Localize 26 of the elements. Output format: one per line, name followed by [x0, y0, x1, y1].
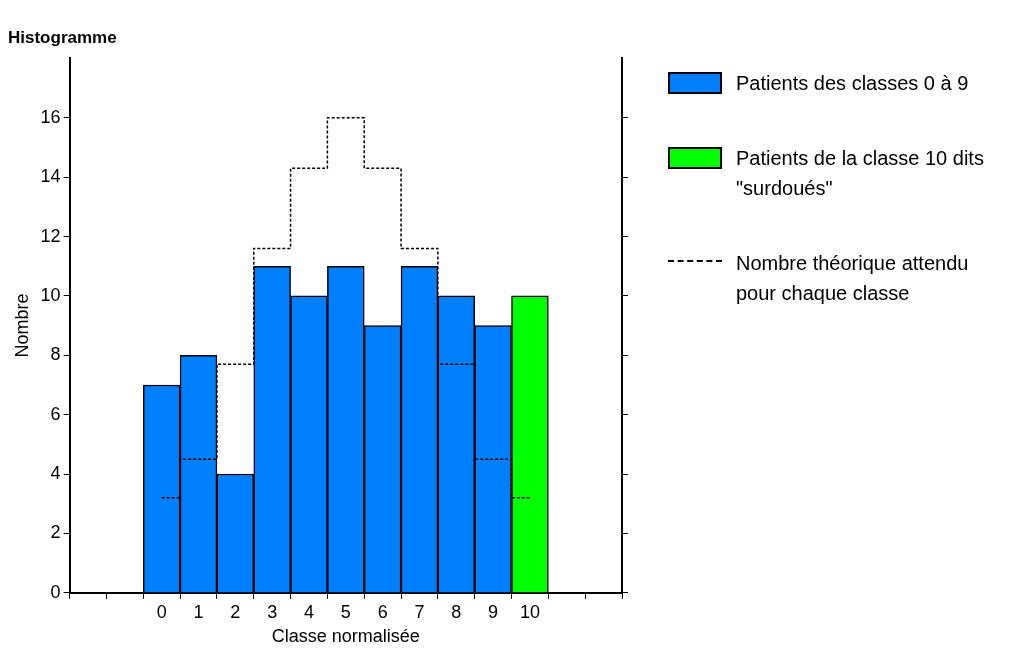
- x-tick-label: 6: [377, 601, 388, 622]
- x-axis-title: Classe normalisée: [271, 626, 420, 647]
- x-tick-label: 1: [193, 601, 204, 622]
- y-tick-label: 16: [40, 106, 61, 127]
- y-tick-label: 2: [50, 522, 61, 543]
- y-tick-label: 14: [40, 166, 61, 187]
- legend-label: Patients des classes 0 à 9: [736, 71, 970, 96]
- y-tick-label: 10: [40, 284, 61, 305]
- x-tick-label: 4: [303, 601, 314, 622]
- y-tick-label: 8: [50, 344, 61, 365]
- x-tick-label: 7: [414, 601, 425, 622]
- y-tick-label: 4: [50, 463, 61, 484]
- x-tick-label: 9: [488, 601, 499, 622]
- chart-title: Histogramme: [8, 27, 117, 47]
- x-tick-label: 10: [519, 601, 540, 622]
- legend-label: Patients de la classe 10 dits "surdoués": [736, 146, 985, 201]
- y-tick-label: 0: [50, 581, 61, 602]
- y-axis-title: Nombre: [11, 293, 32, 358]
- x-tick-label: 3: [267, 601, 278, 622]
- x-tick-label: 2: [230, 601, 241, 622]
- y-tick-label: 6: [50, 403, 61, 424]
- y-tick-label: 12: [40, 225, 61, 246]
- x-tick-label: 0: [156, 601, 167, 622]
- x-tick-label: 8: [451, 601, 462, 622]
- legend-label: Nombre théorique attendu pour chaque classe: [736, 251, 970, 306]
- x-tick-label: 5: [340, 601, 351, 622]
